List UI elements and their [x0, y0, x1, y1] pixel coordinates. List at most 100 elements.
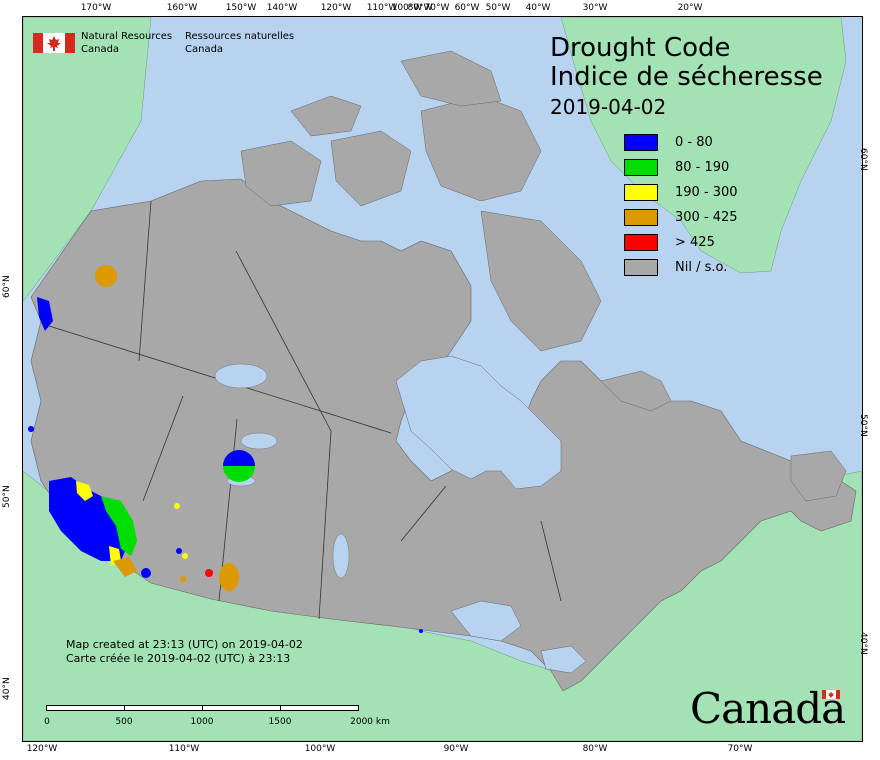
- boundary-line: [235, 250, 332, 432]
- agency-line: Natural Resources: [81, 31, 173, 42]
- drought-patch-300-425: [219, 563, 239, 591]
- legend-label: 0 - 80: [675, 135, 713, 150]
- canada-wordmark: Canada: [690, 686, 850, 736]
- credit-line-en: Map created at 23:13 (UTC) on 2019-04-02: [66, 638, 303, 651]
- drought-patch-300-425: [180, 576, 186, 582]
- drought-patch-0-80: [419, 629, 423, 633]
- arctic-island: [400, 50, 502, 107]
- scale-label: 2000 km: [350, 717, 390, 727]
- boundary-line: [540, 520, 562, 602]
- tick-label: 100°W: [304, 744, 336, 754]
- boundary-line: [400, 485, 447, 542]
- legend-swatch: [624, 259, 658, 276]
- agency-line: Canada: [185, 44, 224, 55]
- title-en: Drought Code: [550, 33, 731, 63]
- drought-patch-80-190: [127, 537, 135, 545]
- legend-swatch: [624, 209, 658, 226]
- scale-segment: [46, 705, 125, 711]
- map-title: Drought Code Indice de sécheresse 2019-0…: [550, 34, 823, 120]
- boundary-line: [142, 395, 184, 502]
- tick-label: 60°W: [454, 3, 480, 13]
- tick-label: 70°W: [727, 744, 753, 754]
- arctic-island: [240, 140, 322, 207]
- drought-patch-300-425: [95, 265, 117, 287]
- labrador-peninsula: [600, 370, 672, 412]
- legend-label: > 425: [675, 235, 715, 250]
- drought-patch-0-80: [141, 568, 151, 578]
- arctic-island: [420, 95, 542, 202]
- legend-label: 190 - 300: [675, 185, 738, 200]
- drought-code-map: [23, 17, 862, 741]
- drought-patch->425: [205, 569, 213, 577]
- legend-swatch: [624, 134, 658, 151]
- boundary-line: [138, 200, 152, 362]
- tick-label: 70°W: [424, 3, 450, 13]
- tick-label: 60°N: [858, 148, 868, 171]
- drought-patch-0-80: [49, 477, 129, 561]
- wordmark-text: Canada: [690, 684, 846, 733]
- legend-swatch: [624, 159, 658, 176]
- drought-patch-190-300: [174, 503, 180, 509]
- tick-label: 40°W: [525, 3, 551, 13]
- drought-patch-300-425: [113, 557, 137, 577]
- tick-label: 40°N: [2, 677, 12, 700]
- drought-patch-190-300: [182, 553, 188, 559]
- arctic-island: [330, 130, 412, 207]
- tick-label: 30°W: [582, 3, 608, 13]
- legend-swatch: [624, 184, 658, 201]
- canada-flag-icon: [33, 33, 75, 53]
- map-date: 2019-04-02: [550, 95, 667, 119]
- tick-label: 80°W: [407, 3, 433, 13]
- canada-flag-icon: [822, 690, 840, 699]
- great-lakes: [540, 645, 587, 674]
- scale-label: 500: [115, 717, 133, 727]
- map-panel[interactable]: [22, 16, 863, 742]
- tick-label: 90°W: [443, 744, 469, 754]
- drought-patch-0-80: [28, 426, 34, 432]
- great-slave-lake: [240, 432, 278, 450]
- tick-label: 40°N: [858, 632, 868, 655]
- tick-label: 100°W: [391, 3, 423, 13]
- drought-patch-0-80: [223, 450, 255, 466]
- agency-line: Ressources naturelles: [185, 31, 295, 42]
- tick-label: 50°N: [2, 485, 12, 508]
- tick-label: 140°W: [266, 3, 298, 13]
- drought-patch-190-300: [76, 481, 93, 501]
- tick-label: 60°N: [2, 275, 12, 298]
- title-fr: Indice de sécheresse: [550, 62, 823, 92]
- tick-label: 120°W: [320, 3, 352, 13]
- legend-label: 80 - 190: [675, 160, 730, 175]
- scale-label: 1000: [190, 717, 214, 727]
- newfoundland: [790, 450, 847, 502]
- arctic-island: [290, 95, 362, 137]
- tick-label: 110°W: [366, 3, 398, 13]
- legend-swatch: [624, 234, 658, 251]
- scale-segment: [202, 705, 281, 711]
- scale-bar: [46, 705, 359, 713]
- credit-line-fr: Carte créée le 2019-04-02 (UTC) à 23:13: [66, 652, 291, 665]
- agency-name-en: Natural Resources Canada: [81, 30, 172, 56]
- tick-label: 150°W: [225, 3, 257, 13]
- drought-patch-0-80: [37, 297, 53, 331]
- greenland-landmass: [560, 17, 847, 274]
- boundary-line: [318, 430, 332, 620]
- scale-segment: [124, 705, 203, 711]
- tick-label: 20°W: [677, 3, 703, 13]
- tick-label: 160°W: [166, 3, 198, 13]
- tick-label: 110°W: [168, 744, 200, 754]
- map-credits: Map created at 23:13 (UTC) on 2019-04-02…: [66, 638, 303, 666]
- tick-label: 50°W: [485, 3, 511, 13]
- arctic-island: [480, 210, 602, 352]
- legend-label: Nil / s.o.: [675, 260, 728, 275]
- scale-label: 1500: [268, 717, 292, 727]
- great-lakes: [450, 600, 522, 642]
- tick-label: 80°W: [582, 744, 608, 754]
- tick-label: 120°W: [26, 744, 58, 754]
- tick-label: 170°W: [80, 3, 112, 13]
- agency-name-fr: Ressources naturelles Canada: [185, 30, 294, 56]
- great-bear-lake: [214, 363, 268, 389]
- lake-winnipeg: [332, 533, 350, 579]
- legend-label: 300 - 425: [675, 210, 738, 225]
- tick-label: 50°N: [858, 414, 868, 437]
- hudson-bay: [395, 355, 562, 490]
